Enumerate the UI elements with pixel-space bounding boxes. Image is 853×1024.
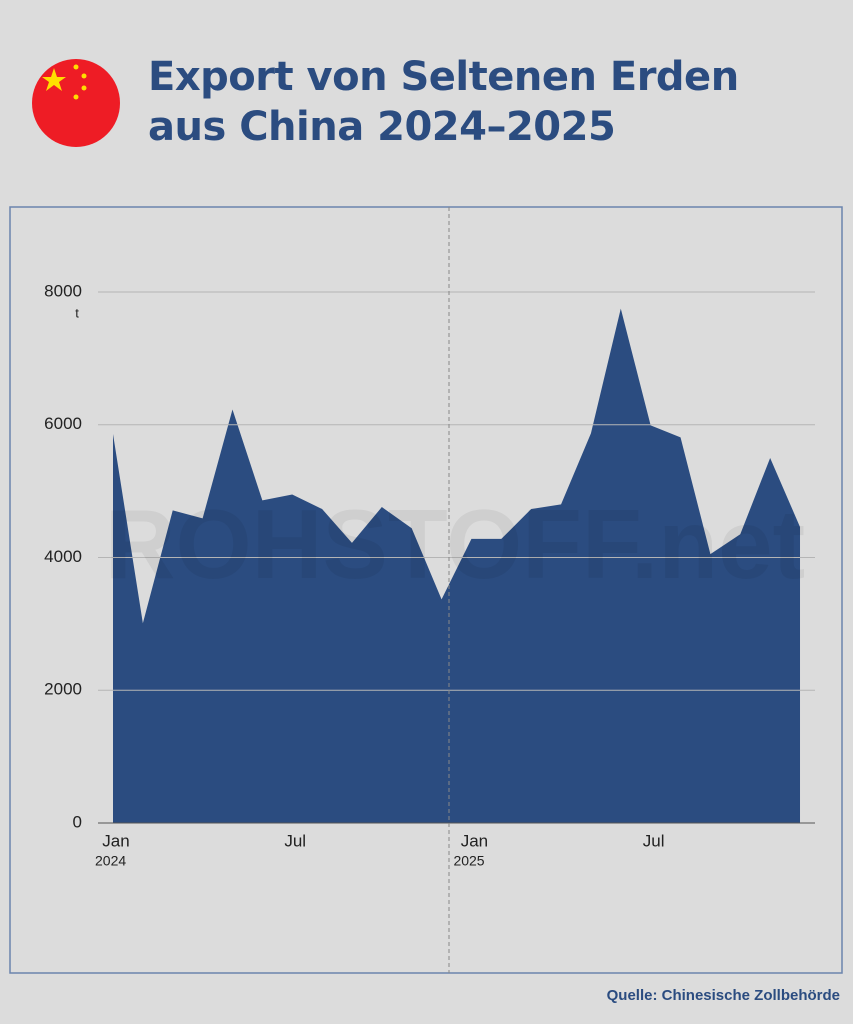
- x-tick-label: Jul: [643, 831, 665, 850]
- y-tick-label: 8000: [44, 281, 82, 300]
- y-tick-label: 0: [73, 812, 82, 831]
- chart-title: Export von Seltenen Erden aus China 2024…: [148, 54, 739, 150]
- x-year-label: 2025: [453, 853, 484, 869]
- x-year-label: 2024: [95, 853, 126, 869]
- x-tick-label: Jul: [284, 831, 306, 850]
- watermark: ROHSTOFF.net: [105, 489, 806, 599]
- x-tick-label: Jan: [461, 831, 488, 850]
- area: [113, 308, 801, 823]
- unit-label: t: [75, 305, 79, 320]
- y-tick-label: 4000: [44, 547, 82, 566]
- source: Quelle: Chinesische Zollbehörde: [607, 987, 840, 1004]
- x-tick-label: Jan: [102, 831, 129, 850]
- y-tick-label: 6000: [44, 414, 82, 433]
- frame: [9, 206, 843, 974]
- y-tick-label: 2000: [44, 680, 82, 699]
- flag: [32, 59, 120, 147]
